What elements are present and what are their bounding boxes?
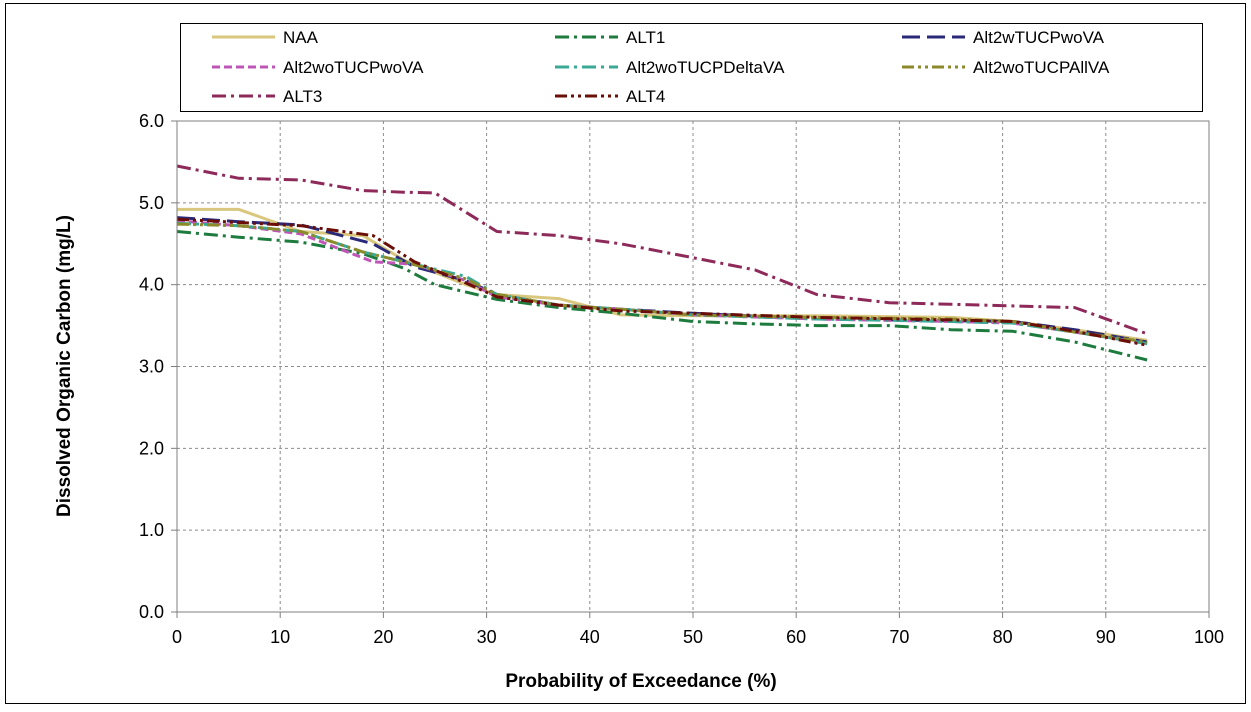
x-tick-label: 30 <box>477 627 497 647</box>
legend-label-alt2wotucpwova: Alt2woTUCPwoVA <box>283 58 424 77</box>
series-line-alt3 <box>176 164 1148 336</box>
x-tick-label: 80 <box>993 627 1013 647</box>
legend-label-alt4: ALT4 <box>626 87 665 106</box>
legend-label-naa: NAA <box>283 28 319 47</box>
y-tick-label: 2.0 <box>139 438 164 458</box>
series-line-alt2wotucpwova <box>176 219 1148 346</box>
legend-label-alt2wtucpwova: Alt2wTUCPwoVA <box>973 28 1105 47</box>
legend-box <box>180 23 1203 112</box>
legend-label-alt2wotucpallva: Alt2woTUCPAllVA <box>973 58 1110 77</box>
x-tick-label: 90 <box>1096 627 1116 647</box>
x-tick-label: 20 <box>373 627 393 647</box>
x-tick-label: 40 <box>580 627 600 647</box>
x-tick-label: 70 <box>889 627 909 647</box>
y-tick-label: 1.0 <box>139 520 164 540</box>
y-tick-label: 6.0 <box>139 111 164 131</box>
x-axis-title: Probability of Exceedance (%) <box>505 671 776 692</box>
y-tick-label: 4.0 <box>139 275 164 295</box>
x-tick-label: 50 <box>683 627 703 647</box>
y-tick-label: 3.0 <box>139 357 164 377</box>
x-tick-label: 100 <box>1194 627 1224 647</box>
y-tick-labels: 0.0 1.0 2.0 3.0 4.0 5.0 6.0 <box>139 111 164 622</box>
y-axis-title: Dissolved Organic Carbon (mg/L) <box>54 215 75 517</box>
legend: NAA ALT1 Alt2wTUCPwoVA Alt2woTUCPwoVA Alt2wo… <box>212 28 1110 106</box>
x-tick-labels: 0 10 20 30 40 50 60 70 80 90 100 <box>172 627 1224 647</box>
grid-lines <box>177 121 1209 612</box>
series-line-alt4 <box>176 217 1148 347</box>
legend-label-alt2wotucpdeltava: Alt2woTUCPDeltaVA <box>626 58 785 77</box>
legend-label-alt1: ALT1 <box>626 28 665 47</box>
y-tick-label: 5.0 <box>139 193 164 213</box>
legend-label-alt3: ALT3 <box>283 87 322 106</box>
axes <box>171 120 1210 618</box>
x-tick-label: 0 <box>172 627 182 647</box>
series-lines <box>176 164 1148 362</box>
x-tick-label: 60 <box>786 627 806 647</box>
y-tick-label: 0.0 <box>139 602 164 622</box>
x-tick-label: 10 <box>270 627 290 647</box>
